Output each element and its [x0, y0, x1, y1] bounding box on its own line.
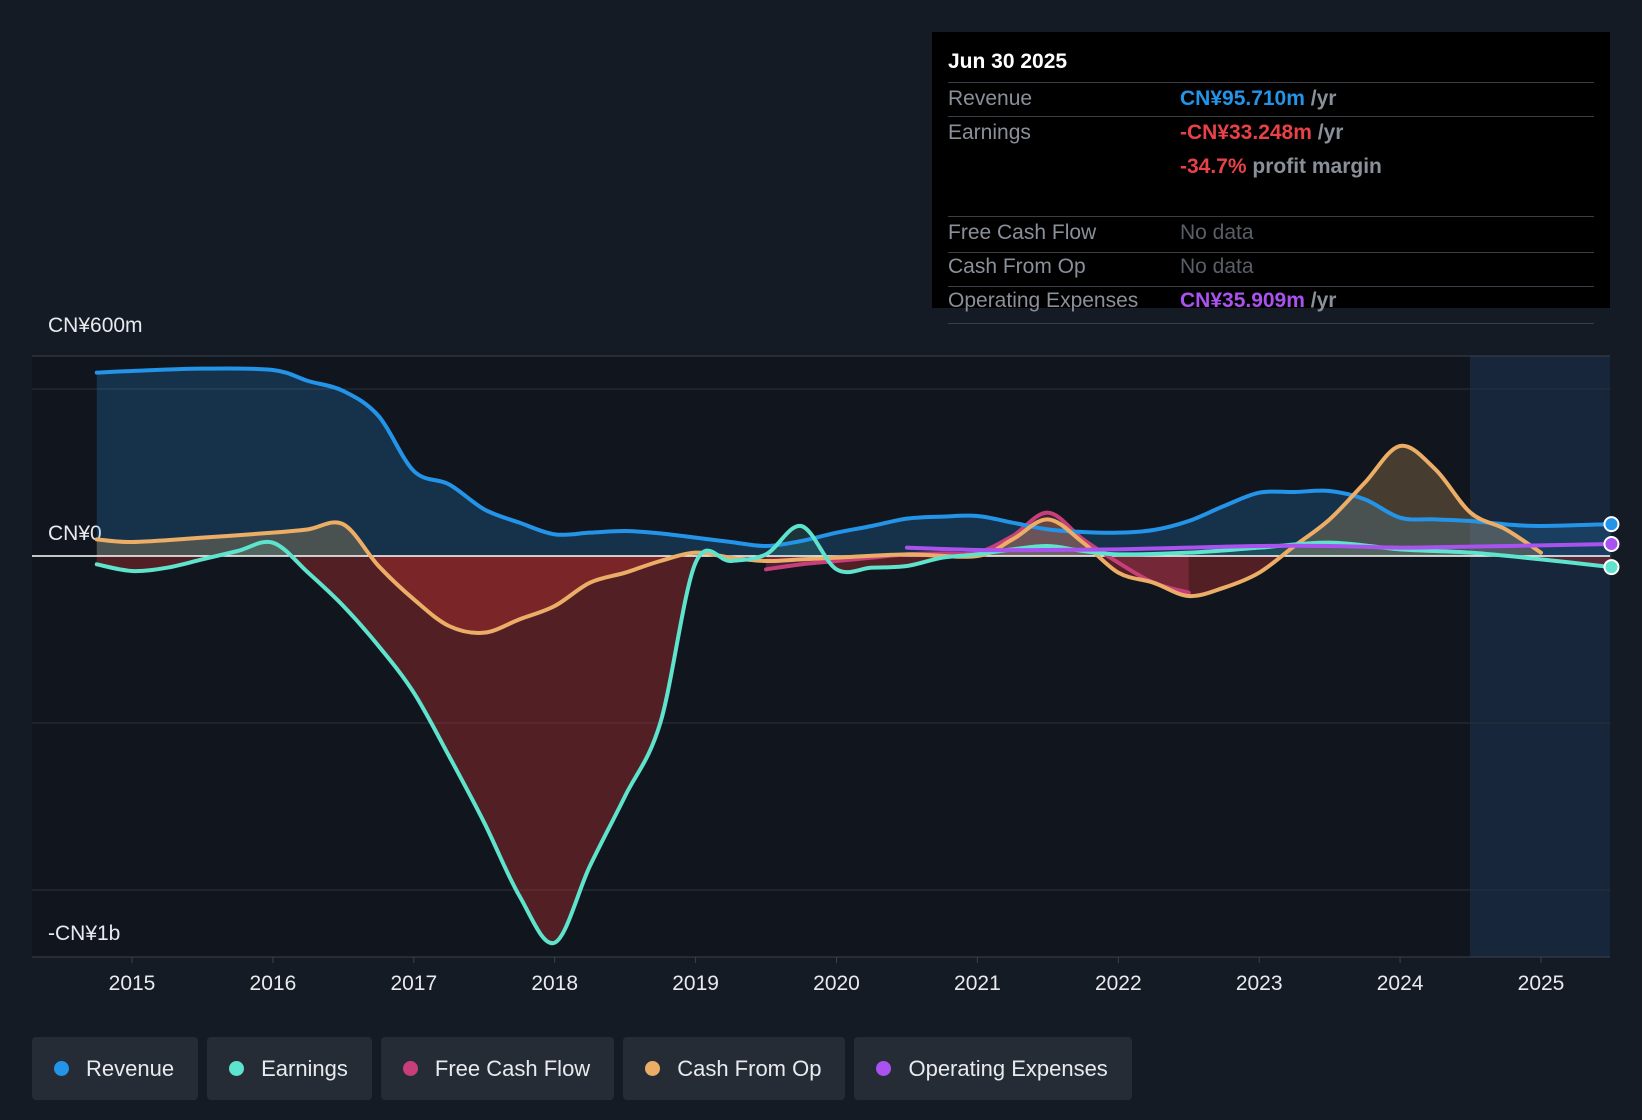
- cfo-value: No data: [1180, 255, 1254, 278]
- unit: profit margin: [1252, 155, 1382, 178]
- legend-label: Free Cash Flow: [434, 1055, 591, 1081]
- y-axis-label-top: CN¥600m: [48, 314, 143, 337]
- legend-item-earnings[interactable]: Earnings: [207, 1037, 372, 1100]
- x-tick-label: 2016: [250, 972, 297, 995]
- tooltip-row-cfo: Cash From Op No data: [948, 252, 1594, 287]
- opex-value: CN¥35.909m: [1180, 289, 1305, 312]
- tooltip-label: Revenue: [948, 87, 1033, 110]
- tooltip-row-opex: Operating Expenses CN¥35.909m /yr: [948, 286, 1594, 324]
- legend-label: Operating Expenses: [908, 1055, 1108, 1081]
- x-tick-label: 2020: [813, 972, 860, 995]
- x-tick-label: 2015: [109, 972, 156, 995]
- x-tick-label: 2018: [531, 972, 578, 995]
- fcf-dot-icon: [402, 1061, 418, 1076]
- revenue-dot-icon: [54, 1061, 69, 1076]
- tooltip-label: Free Cash Flow: [948, 221, 1097, 244]
- earnings-value: -CN¥33.248m: [1180, 121, 1312, 144]
- tooltip-row-earnings: Earnings -CN¥33.248m /yr -34.7% profit m…: [948, 116, 1594, 217]
- history-region: [32, 356, 1471, 957]
- legend-label: Earnings: [261, 1055, 348, 1081]
- tooltip-value: CN¥35.909m /yr: [1180, 289, 1336, 313]
- legend-item-cash-from-op[interactable]: Cash From Op: [623, 1037, 846, 1100]
- series-line-cash-from-op: [94, 443, 1543, 635]
- x-tick-label: 2025: [1518, 972, 1565, 995]
- legend-label: Cash From Op: [677, 1055, 822, 1081]
- tooltip-value: -CN¥33.248m /yr: [1180, 121, 1343, 145]
- x-tick-label: 2024: [1377, 972, 1424, 995]
- tooltip-value: CN¥95.710m /yr: [1180, 87, 1336, 111]
- fcf-value: No data: [1180, 221, 1254, 244]
- profit-margin-value: -34.7%: [1180, 155, 1247, 178]
- legend: Revenue Earnings Free Cash Flow Cash Fro…: [32, 1037, 1132, 1100]
- area-fill-negative: [96, 556, 1541, 633]
- x-tick-label: 2022: [1095, 972, 1142, 995]
- tooltip-label: Cash From Op: [948, 255, 1086, 278]
- tooltip-value: -34.7% profit margin: [1180, 155, 1382, 179]
- area-fill-negative: [96, 556, 1612, 944]
- y-axis-label-bottom: -CN¥1b: [48, 922, 120, 945]
- legend-label: Revenue: [86, 1055, 175, 1081]
- tooltip-date: Jun 30 2025: [948, 50, 1068, 73]
- revenue-value: CN¥95.710m: [1180, 87, 1305, 110]
- area-fill-positive: [96, 445, 1541, 556]
- cfo-dot-icon: [645, 1061, 661, 1076]
- legend-item-revenue[interactable]: Revenue: [32, 1037, 199, 1100]
- tooltip-label: Operating Expenses: [948, 289, 1139, 312]
- end-marker-earnings: [1603, 559, 1620, 576]
- end-marker-revenue: [1603, 516, 1620, 533]
- unit: /yr: [1310, 87, 1337, 110]
- y-axis-label-zero: CN¥0: [48, 522, 102, 545]
- series-line-revenue: [94, 366, 1614, 549]
- tooltip-row-revenue: Revenue CN¥95.710m /yr: [948, 82, 1594, 117]
- end-marker-operating-expenses: [1603, 536, 1620, 553]
- unit: /yr: [1317, 121, 1344, 144]
- series-line-earnings: [94, 523, 1614, 946]
- legend-item-free-cash-flow[interactable]: Free Cash Flow: [380, 1037, 615, 1100]
- earnings-dot-icon: [229, 1061, 245, 1076]
- tooltip-panel: Jun 30 2025 Revenue CN¥95.710m /yr Earni…: [932, 32, 1610, 324]
- x-tick-label: 2019: [672, 972, 719, 995]
- legend-item-operating-expenses[interactable]: Operating Expenses: [854, 1037, 1132, 1100]
- forecast-region: [1470, 356, 1610, 957]
- unit: /yr: [1310, 289, 1337, 312]
- tooltip-label: Earnings: [948, 121, 1031, 144]
- x-tick-label: 2023: [1236, 972, 1283, 995]
- tooltip-row-fcf: Free Cash Flow No data: [948, 216, 1594, 253]
- series-line-operating-expenses: [904, 542, 1614, 553]
- opex-dot-icon: [876, 1061, 892, 1076]
- x-tick-label: 2017: [390, 972, 437, 995]
- area-fill-positive: [96, 368, 1612, 556]
- x-tick-label: 2021: [954, 972, 1001, 995]
